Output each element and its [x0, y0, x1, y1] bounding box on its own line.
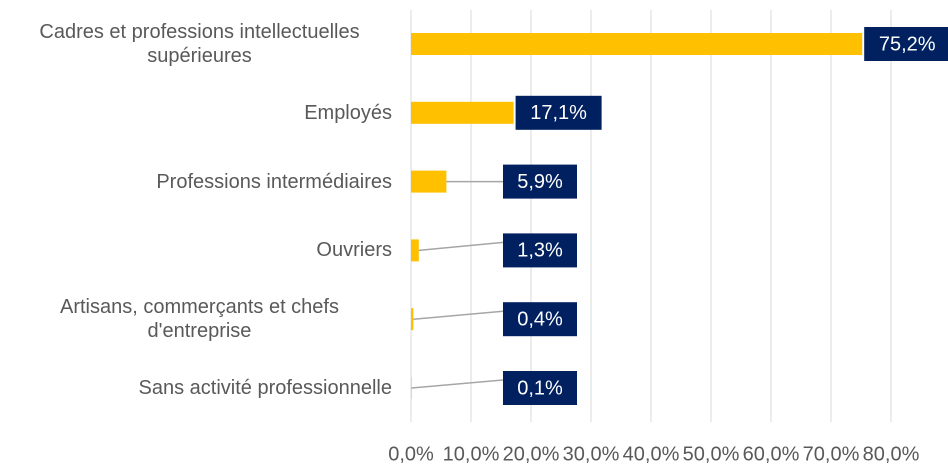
data-label: 5,9% — [517, 171, 563, 193]
category-text: Artisans, commerçants et chefs d'entrepr… — [60, 296, 339, 343]
x-tick-label: 60,0% — [743, 443, 800, 465]
bar — [411, 377, 412, 399]
data-label: 1,3% — [517, 240, 563, 262]
x-tick-label: 80,0% — [863, 443, 920, 465]
category-label: Artisans, commerçants et chefs d'entrepr… — [0, 289, 392, 349]
bar — [411, 239, 419, 262]
category-text: Professions intermédiaires — [156, 170, 392, 193]
category-text: Employés — [304, 101, 392, 124]
bar — [411, 33, 863, 55]
data-label: 17,1% — [530, 102, 587, 124]
category-label: Professions intermédiaires — [0, 152, 392, 212]
data-label: 0,4% — [517, 308, 563, 330]
leader-line — [418, 241, 504, 252]
category-label: Sans activité professionnelle — [0, 358, 392, 418]
category-text: Ouvriers — [316, 239, 392, 262]
x-tick-label: 50,0% — [683, 443, 740, 465]
category-text: Cadres et professions intellectuelles su… — [39, 21, 360, 67]
category-label: Cadres et professions intellectuelles su… — [0, 14, 392, 74]
category-label: Ouvriers — [0, 220, 392, 280]
category-label: Employés — [0, 83, 392, 143]
data-label-box — [503, 164, 577, 199]
leader-line — [413, 310, 504, 320]
x-tick-label: 40,0% — [623, 443, 680, 465]
data-label-box — [515, 95, 602, 130]
bar — [411, 308, 414, 331]
leader-line — [411, 379, 504, 389]
bar — [411, 170, 447, 193]
x-tick-label: 70,0% — [803, 443, 860, 465]
x-tick-label: 30,0% — [563, 443, 620, 465]
x-tick-label: 10,0% — [443, 443, 500, 465]
data-label: 0,1% — [517, 377, 563, 399]
data-label-box — [503, 371, 577, 405]
category-text: Sans activité professionnelle — [138, 377, 392, 399]
x-tick-label: 0,0% — [388, 443, 434, 465]
data-label-box — [503, 302, 577, 337]
bar — [411, 101, 514, 124]
x-tick-label: 20,0% — [503, 443, 560, 465]
data-label-box — [864, 27, 948, 61]
data-label-box — [503, 233, 577, 268]
data-label: 75,2% — [879, 33, 936, 55]
